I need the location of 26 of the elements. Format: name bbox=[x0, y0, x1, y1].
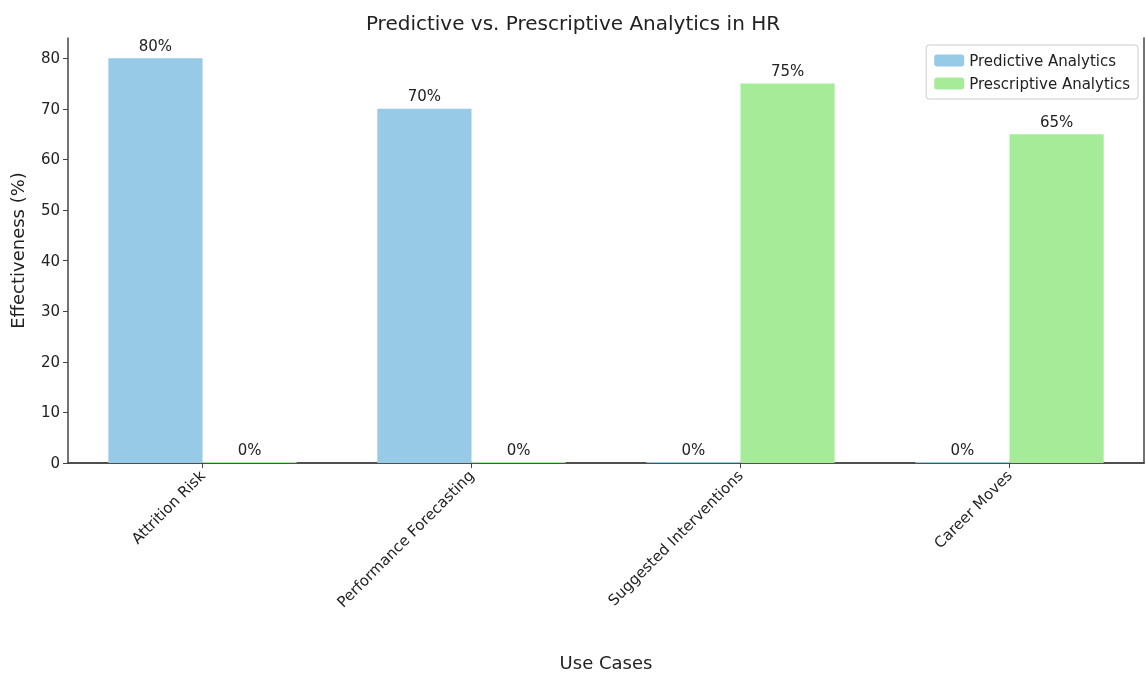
y-tick-label: 30 bbox=[40, 302, 60, 321]
y-axis-title: Effectiveness (%) bbox=[6, 172, 28, 329]
x-axis-title: Use Cases bbox=[559, 651, 653, 673]
bar bbox=[377, 108, 472, 463]
y-tick-label: 60 bbox=[40, 150, 60, 169]
chart-title: Predictive vs. Prescriptive Analytics in HR bbox=[365, 11, 781, 35]
bar bbox=[108, 58, 203, 463]
bar bbox=[1009, 134, 1104, 463]
legend-label: Predictive Analytics bbox=[969, 51, 1117, 70]
data-label: 0% bbox=[950, 440, 975, 459]
data-label: 0% bbox=[506, 440, 531, 459]
data-label: 0% bbox=[681, 440, 706, 459]
y-tick-label: 40 bbox=[40, 251, 60, 270]
y-tick-label: 70 bbox=[40, 99, 60, 118]
y-tick-label: 0 bbox=[50, 454, 60, 472]
bar bbox=[740, 83, 835, 463]
data-label: 75% bbox=[770, 62, 805, 81]
y-tick-label: 50 bbox=[40, 201, 60, 220]
data-label: 80% bbox=[138, 36, 173, 55]
legend-label: Prescriptive Analytics bbox=[969, 74, 1131, 93]
y-tick-label: 10 bbox=[40, 403, 60, 422]
y-tick-label: 80 bbox=[40, 49, 60, 68]
data-label: 65% bbox=[1039, 112, 1074, 131]
data-label: 70% bbox=[407, 87, 442, 106]
y-tick-label: 20 bbox=[40, 352, 60, 371]
data-label: 0% bbox=[237, 440, 262, 459]
